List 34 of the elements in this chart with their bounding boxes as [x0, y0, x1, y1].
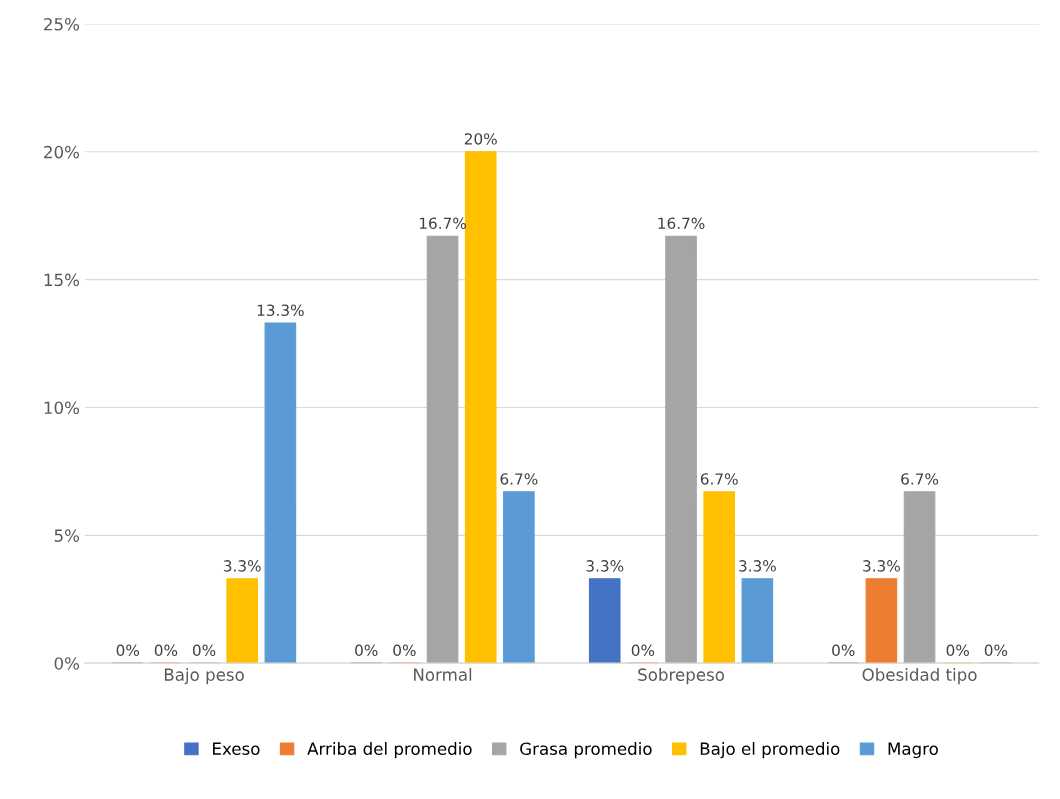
- y-tick-label: 20%: [44, 145, 80, 159]
- data-label: 13.3%: [257, 304, 304, 316]
- legend-label: Grasa promedio: [520, 742, 652, 759]
- legend-label: Exeso: [213, 742, 260, 755]
- x-tick-label: Bajo peso: [164, 668, 244, 685]
- x-tick-label: Obesidad tipo: [862, 668, 977, 685]
- y-tick-label: 10%: [44, 401, 80, 415]
- data-label: 3.3%: [863, 560, 900, 572]
- data-label: 0%: [631, 644, 655, 657]
- legend-label: Bajo el promedio: [700, 742, 840, 759]
- y-tick-label: 0%: [54, 657, 80, 670]
- data-label: 0%: [116, 644, 140, 657]
- data-label: 3.3%: [739, 560, 776, 572]
- data-label: 20%: [464, 133, 497, 145]
- data-label: 0%: [355, 644, 378, 657]
- y-tick-label: 15%: [44, 273, 80, 287]
- data-label: 6.7%: [500, 473, 538, 485]
- legend-label: Arriba del promedio: [307, 742, 472, 759]
- data-label: 3.3%: [223, 560, 261, 572]
- data-label: 6.7%: [700, 473, 738, 485]
- data-label: 0%: [984, 644, 1008, 657]
- data-label: 0%: [946, 644, 969, 657]
- x-tick-label: Normal: [414, 668, 472, 681]
- data-label: 0%: [832, 644, 855, 657]
- data-label: 3.3%: [586, 560, 624, 572]
- data-label: 0%: [192, 644, 216, 657]
- legend-label: Magro: [888, 742, 938, 759]
- x-tick-label: Sobrepeso: [638, 668, 725, 685]
- data-label: 16.7%: [658, 217, 705, 230]
- data-label: 0%: [154, 644, 178, 657]
- data-label: 6.7%: [901, 473, 939, 485]
- data-label: 0%: [393, 644, 416, 657]
- y-tick-label: 25%: [44, 17, 80, 31]
- y-tick-label: 5%: [54, 529, 80, 542]
